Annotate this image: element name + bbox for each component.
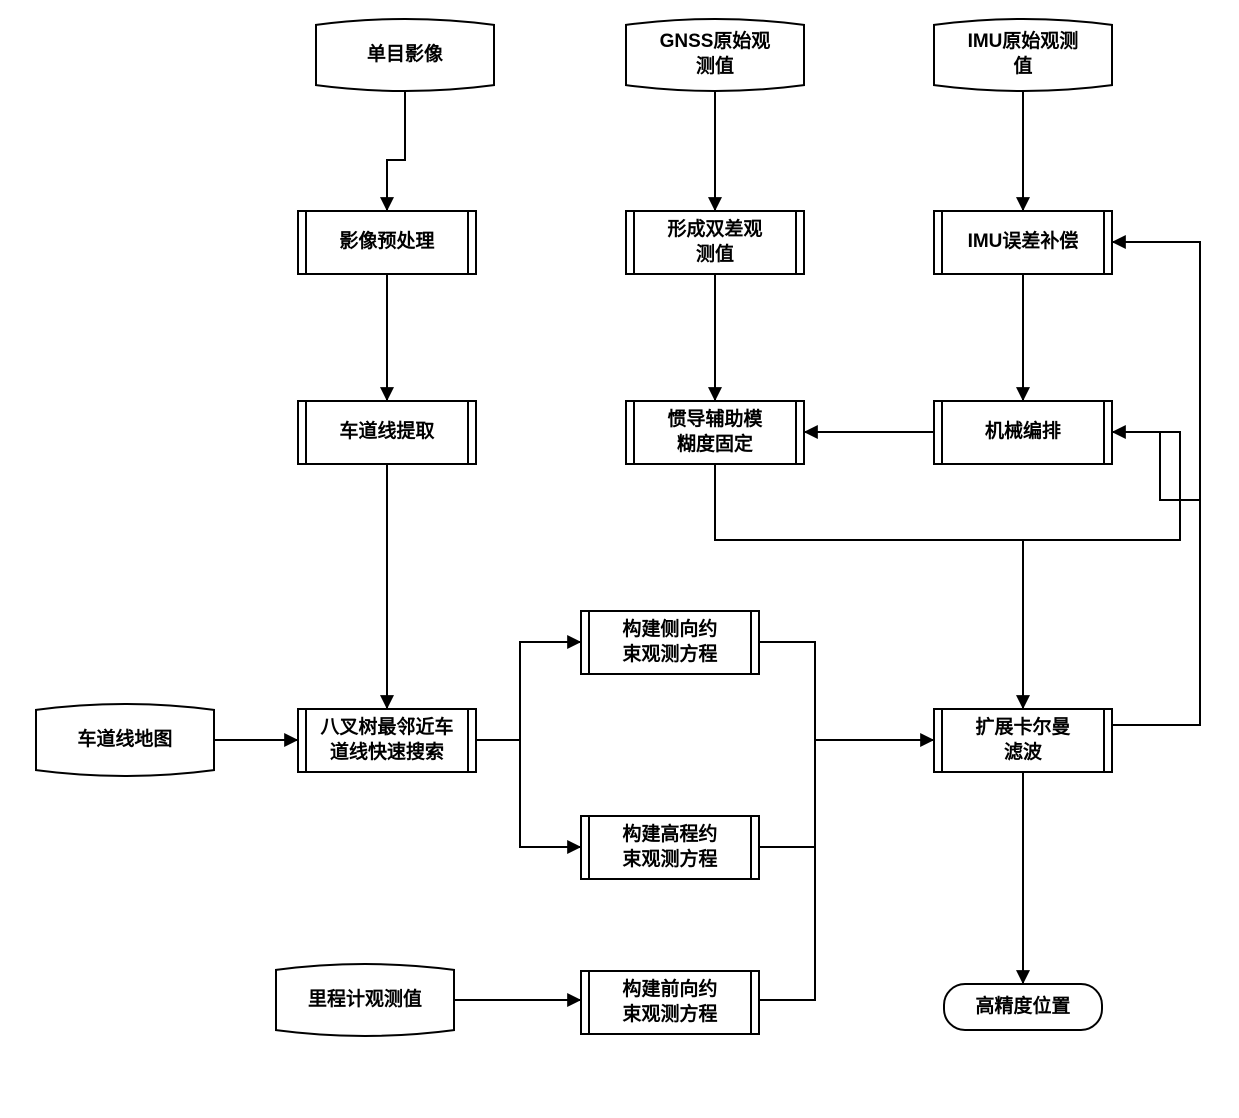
node-gnss_raw: GNSS原始观 测值 — [625, 25, 805, 85]
node-elev_eq: 构建高程约 束观测方程 — [580, 815, 760, 880]
node-fwd_eq: 构建前向约 束观测方程 — [580, 970, 760, 1035]
node-label: 构建前向约 束观测方程 — [622, 978, 717, 1027]
node-lane_ext: 车道线提取 — [297, 400, 477, 465]
node-hi_pos: 高精度位置 — [943, 983, 1103, 1031]
node-lane_map: 车道线地图 — [35, 710, 215, 770]
node-label: 构建高程约 束观测方程 — [622, 823, 717, 872]
edge — [760, 642, 933, 740]
node-dbl_diff: 形成双差观 测值 — [625, 210, 805, 275]
node-label: 扩展卡尔曼 滤波 — [975, 716, 1070, 765]
node-label: IMU误差补偿 — [968, 230, 1079, 255]
edge — [477, 740, 580, 847]
node-lateral_eq: 构建侧向约 束观测方程 — [580, 610, 760, 675]
node-label: 影像预处理 — [339, 230, 434, 255]
node-label: 构建侧向约 束观测方程 — [622, 618, 717, 667]
node-label: 车道线地图 — [77, 728, 172, 753]
node-label: 形成双差观 测值 — [667, 218, 762, 267]
node-label: 高精度位置 — [975, 995, 1070, 1020]
node-label: 车道线提取 — [339, 420, 434, 445]
node-label: 八叉树最邻近车 道线快速搜索 — [320, 716, 453, 765]
node-label: 惯导辅助模 糊度固定 — [667, 408, 762, 457]
edge — [1113, 242, 1200, 725]
edge — [477, 642, 580, 740]
node-mech: 机械编排 — [933, 400, 1113, 465]
edge — [760, 740, 815, 847]
node-imu_comp: IMU误差补偿 — [933, 210, 1113, 275]
node-label: IMU原始观测 值 — [968, 30, 1079, 79]
edge — [760, 740, 815, 1000]
node-imu_raw: IMU原始观测 值 — [933, 25, 1113, 85]
node-label: 里程计观测值 — [308, 988, 422, 1013]
node-label: 机械编排 — [985, 420, 1061, 445]
edge — [387, 92, 405, 210]
edge — [715, 465, 1023, 708]
node-ekf: 扩展卡尔曼 滤波 — [933, 708, 1113, 773]
node-mono_img: 单目影像 — [315, 25, 495, 85]
node-amb_fix: 惯导辅助模 糊度固定 — [625, 400, 805, 465]
node-odo_obs: 里程计观测值 — [275, 970, 455, 1030]
edges-layer — [0, 0, 1239, 1118]
node-octree: 八叉树最邻近车 道线快速搜索 — [297, 708, 477, 773]
edge — [1113, 432, 1200, 500]
flowchart-canvas: { "type": "flowchart", "canvas": { "widt… — [0, 0, 1239, 1118]
node-img_pre: 影像预处理 — [297, 210, 477, 275]
node-label: 单目影像 — [367, 43, 443, 68]
node-label: GNSS原始观 测值 — [660, 30, 771, 79]
